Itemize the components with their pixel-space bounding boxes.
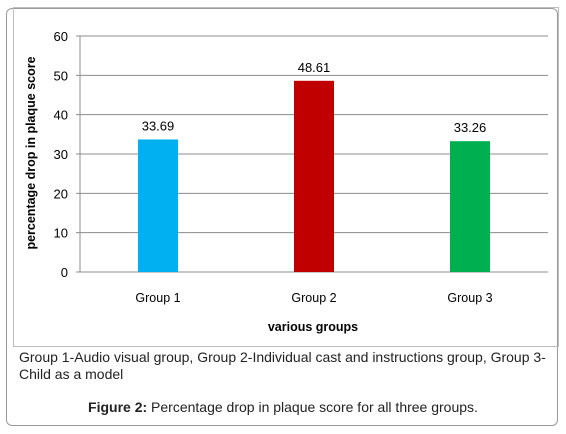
y-tick-label-60: 60 [54, 29, 68, 44]
y-tick-label-20: 20 [54, 186, 68, 201]
figure-label: Figure 2: [88, 399, 148, 415]
x-tick-label-1: Group 1 [135, 291, 180, 305]
data-label-1: 33.69 [142, 118, 175, 133]
y-tick-label-30: 30 [54, 147, 68, 162]
y-axis-label: percentage drop in plaque score [24, 56, 38, 249]
y-tick-label-50: 50 [54, 68, 68, 83]
y-tick-label-10: 10 [54, 226, 68, 241]
bars [138, 80, 490, 273]
x-axis-label: various groups [268, 320, 358, 334]
data-labels: 33.69 48.61 33.26 [142, 60, 487, 135]
chart-frame [13, 7, 559, 347]
data-label-3: 33.26 [454, 120, 487, 135]
figure-caption: Figure 2: Percentage drop in plaque scor… [0, 399, 566, 416]
group-legend-note: Group 1-Audio visual group, Group 2-Indi… [19, 349, 546, 382]
figure-caption-text: Percentage drop in plaque score for all … [147, 399, 478, 415]
bar-2 [294, 80, 334, 273]
bar-1 [138, 139, 178, 272]
x-axis-tick-labels: Group 1 Group 2 Group 3 [135, 291, 492, 305]
x-tick-label-3: Group 3 [447, 291, 492, 305]
y-axis-tick-labels: 0 10 20 30 40 50 60 [54, 29, 68, 280]
data-label-2: 48.61 [298, 60, 331, 75]
bar-3 [450, 141, 490, 272]
x-tick-label-2: Group 2 [291, 291, 336, 305]
y-tick-label-0: 0 [61, 265, 68, 280]
y-tick-label-40: 40 [54, 108, 68, 123]
